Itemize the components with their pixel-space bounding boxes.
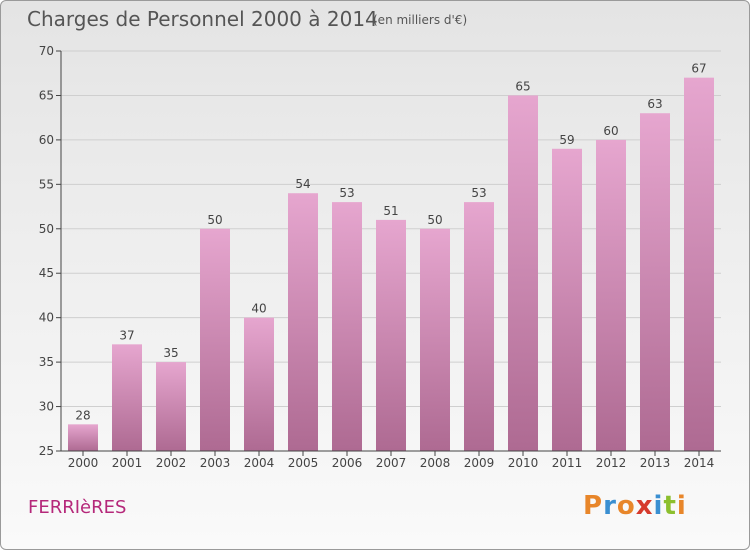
- x-tick-label-2003: 2003: [200, 456, 231, 470]
- x-tick-label-2009: 2009: [464, 456, 495, 470]
- data-label-2009: 53: [471, 186, 486, 200]
- commune-name: FERRIèRES: [28, 497, 127, 518]
- data-label-2011: 59: [559, 133, 574, 147]
- y-tick-label: 35: [39, 355, 54, 369]
- logo-letter: t: [663, 491, 677, 521]
- logo-letter: x: [635, 491, 654, 521]
- chart-title: Charges de Personnel 2000 à 2014: [27, 7, 378, 31]
- data-label-2012: 60: [603, 124, 618, 138]
- bar-2002: [156, 362, 186, 451]
- data-label-2007: 51: [383, 204, 398, 218]
- x-tick-label-2004: 2004: [244, 456, 275, 470]
- x-tick-label-2000: 2000: [68, 456, 99, 470]
- x-tick-label-2012: 2012: [596, 456, 627, 470]
- y-tick-label: 65: [39, 88, 54, 102]
- axes: 25 30 35 40 45 50 55 60 65 70 2000 2001 2002 2003 2004…: [39, 44, 721, 470]
- logo-letter: o: [616, 491, 636, 521]
- x-tick-label-2007: 2007: [376, 456, 407, 470]
- y-tick-label: 30: [39, 400, 54, 414]
- data-label-2008: 50: [427, 213, 442, 227]
- y-tick-label: 50: [39, 222, 54, 236]
- logo-letter: i: [676, 491, 687, 521]
- x-tick-label-2005: 2005: [288, 456, 319, 470]
- x-tick-label-2011: 2011: [552, 456, 583, 470]
- x-tick-label-2008: 2008: [420, 456, 451, 470]
- bar-2006: [332, 202, 362, 451]
- data-label-2013: 63: [647, 97, 662, 111]
- bar-2011: [552, 148, 582, 451]
- chart-subtitle: (en milliers d'€): [373, 13, 468, 27]
- y-tick-label: 70: [39, 44, 54, 58]
- x-tick-label-2010: 2010: [508, 456, 539, 470]
- x-tick-label-2002: 2002: [156, 456, 187, 470]
- bar-2008: [420, 228, 450, 451]
- y-tick-label: 45: [39, 266, 54, 280]
- bar-2012: [596, 139, 626, 451]
- bar-2001: [112, 344, 142, 451]
- bar-2013: [640, 113, 670, 451]
- bar-2010: [508, 95, 538, 451]
- data-labels: 28 37 35 50 40 54 53 51 50 53 65 59 60 63 67: [75, 62, 706, 423]
- proxiti-logo[interactable]: Proxiti: [583, 491, 687, 521]
- data-label-2005: 54: [295, 177, 310, 191]
- y-tick-label: 55: [39, 177, 54, 191]
- data-label-2004: 40: [251, 302, 266, 316]
- bars: [68, 77, 714, 452]
- bar-2005: [288, 193, 318, 451]
- data-label-2003: 50: [207, 213, 222, 227]
- y-tick-label: 25: [39, 444, 54, 458]
- data-label-2010: 65: [515, 79, 530, 93]
- x-tick-label-2014: 2014: [684, 456, 715, 470]
- data-label-2002: 35: [163, 346, 178, 360]
- bar-2007: [376, 219, 406, 451]
- logo-letter: i: [653, 491, 664, 521]
- bar-2014: [684, 77, 714, 452]
- bar-2000: [68, 424, 98, 451]
- y-tick-label: 40: [39, 311, 54, 325]
- y-tick-label: 60: [39, 133, 54, 147]
- x-tick-label-2006: 2006: [332, 456, 363, 470]
- bar-2004: [244, 317, 274, 451]
- data-label-2006: 53: [339, 186, 354, 200]
- data-label-2014: 67: [691, 62, 706, 76]
- logo-letter: r: [603, 491, 617, 521]
- bar-2009: [464, 202, 494, 451]
- data-label-2001: 37: [119, 328, 134, 342]
- bar-2003: [200, 228, 230, 451]
- logo-letter: P: [583, 491, 604, 521]
- x-tick-label-2013: 2013: [640, 456, 671, 470]
- x-tick-label-2001: 2001: [112, 456, 143, 470]
- data-label-2000: 28: [75, 408, 90, 422]
